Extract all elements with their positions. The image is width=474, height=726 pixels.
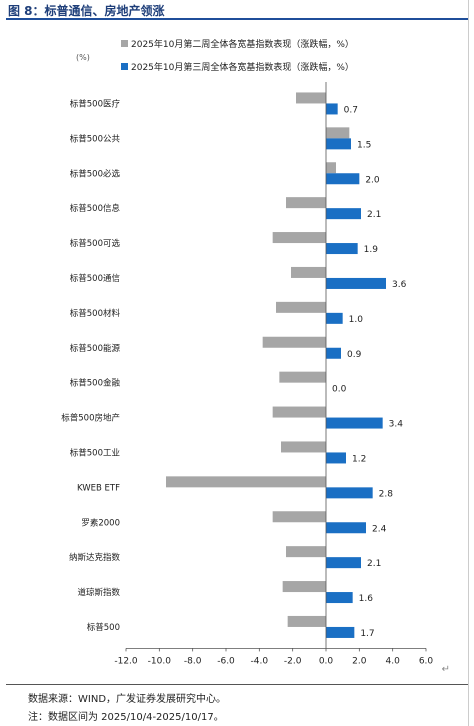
bar-week2 [272,511,326,523]
bar-week3 [326,138,351,150]
x-tick-label: -10.0 [148,656,172,666]
legend-swatch [121,63,128,70]
bar-week3 [326,452,346,464]
category-label: 道琼斯指数 [77,587,120,598]
category-label: 标普500能源 [70,343,121,354]
x-tick-label: 4.0 [386,656,401,666]
range-note: 注：数据区间为 2025/10/4-2025/10/17。 [28,712,224,723]
category-label: KWEB ETF [77,483,120,493]
category-label: 标普500金融 [70,378,121,389]
data-label: 1.0 [349,315,364,325]
category-label: 标普500可选 [70,238,121,249]
data-label: 1.5 [357,140,371,150]
figure-title: 图 8：标普通信、房地产领涨 [8,4,165,18]
bar-chart: 2025年10月第二周全体各宽基指数表现（涨跌幅，%） 2025年10月第三周全体… [61,38,434,666]
bar-week3 [326,347,341,359]
bar-week3 [326,243,358,255]
category-label: 标普500 [87,622,120,633]
data-label: 1.7 [360,629,374,639]
bar-week2 [276,301,326,313]
bar-week2 [262,336,326,348]
page-edge-line [468,0,469,726]
bar-week2 [281,441,326,453]
category-label: 标普500材料 [70,308,121,319]
bar-week3 [326,103,338,115]
x-tick-label: -2.0 [284,656,302,666]
bar-week2 [286,197,326,209]
paragraph-mark-icon: ↵ [441,664,450,675]
bar-week3 [326,417,383,429]
x-tick-label: -6.0 [217,656,235,666]
bar-week2 [296,92,326,104]
bar-week3 [326,277,386,289]
unit-label: (%) [76,53,90,62]
data-label: 0.0 [332,385,347,395]
x-tick-label: -8.0 [184,656,202,666]
category-label: 罗素2000 [81,517,120,528]
data-label: 2.1 [367,210,381,220]
bar-week2 [326,127,350,139]
bar-week2 [282,581,326,593]
x-tick-label: 6.0 [419,656,434,666]
x-tick-label: -12.0 [114,656,138,666]
x-tick-label: -4.0 [251,656,269,666]
legend-swatch [121,40,128,47]
data-label: 1.2 [352,454,366,464]
bar-week2 [291,266,326,278]
x-tick-label: 2.0 [352,656,367,666]
bar-week2 [272,232,326,244]
bar-week3 [326,626,355,638]
bar-week3 [326,487,373,499]
bar-week2 [279,371,326,383]
data-label: 2.0 [365,175,380,185]
category-label: 纳斯达克指数 [69,552,121,563]
category-label: 标普500必选 [70,168,121,179]
bar-week3 [326,592,353,604]
bar-week2 [166,476,326,488]
title-underline [6,18,468,20]
data-label: 1.6 [359,594,374,604]
bar-week3 [326,557,361,569]
data-label: 2.4 [372,524,387,534]
bar-week2 [287,615,326,627]
bar-week3 [326,312,343,324]
category-label: 标普500通信 [70,273,121,284]
data-label: 3.4 [389,420,404,430]
legend-label: 2025年10月第三周全体各宽基指数表现（涨跌幅，%） [131,61,354,73]
source-note: 数据来源：WIND，广发证券发展研究中心。 [28,694,227,705]
x-tick-label: 0.0 [319,656,334,666]
bar-week3 [326,173,360,185]
figure-header: 图 8：标普通信、房地产领涨 [0,0,474,18]
data-label: 2.8 [379,489,394,499]
category-label: 标普500信息 [70,203,121,214]
bar-week3 [326,522,366,534]
bar-week2 [286,546,326,558]
bar-week2 [326,162,336,174]
data-label: 1.9 [364,245,379,255]
bar-week2 [272,406,326,418]
data-label: 2.1 [367,559,381,569]
footer-divider [6,684,468,685]
data-label: 3.6 [392,280,407,290]
category-label: 标普500公共 [70,133,121,144]
legend-label: 2025年10月第二周全体各宽基指数表现（涨跌幅，%） [131,38,354,50]
data-label: 0.7 [344,105,358,115]
category-label: 标普500工业 [70,447,120,458]
category-label: 标普500房地产 [61,413,120,424]
data-label: 0.9 [347,350,362,360]
bar-week3 [326,208,361,220]
category-label: 标普500医疗 [70,98,121,109]
